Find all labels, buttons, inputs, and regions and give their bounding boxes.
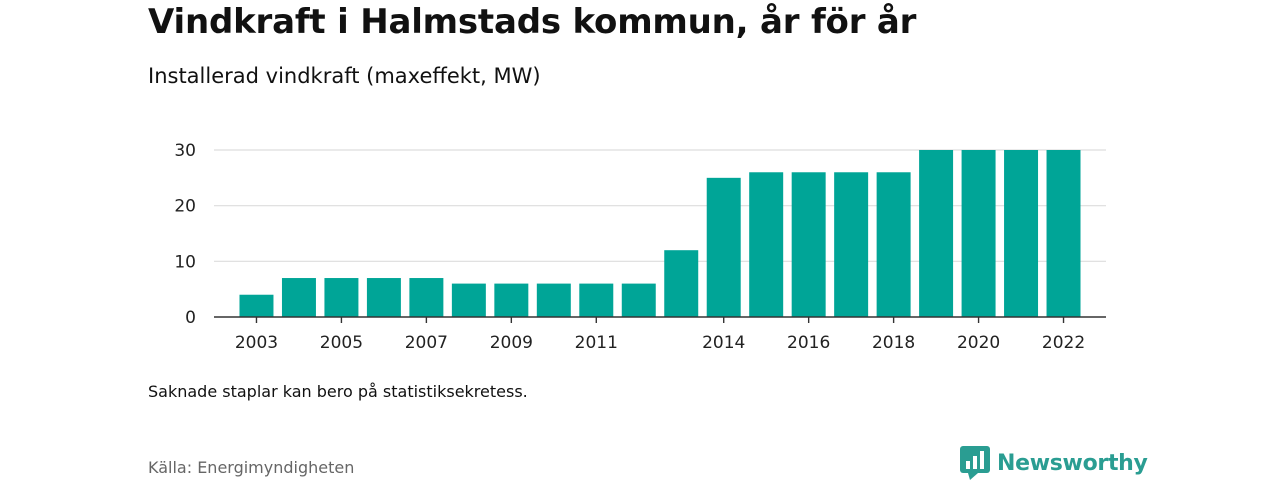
bar-2009	[494, 283, 529, 317]
y-tick-label: 20	[174, 197, 196, 217]
bar-2010	[536, 283, 571, 317]
bar-2006	[366, 278, 401, 317]
x-tick-label: 2016	[787, 333, 830, 353]
footnote: Saknade staplar kan bero på statistiksek…	[148, 382, 528, 401]
bar-2017	[834, 172, 869, 317]
x-tick-label: 2014	[702, 333, 745, 353]
bar-2020	[961, 150, 996, 317]
bar-2018	[876, 172, 911, 317]
y-tick-label: 0	[185, 308, 196, 328]
bar-2013	[664, 250, 699, 317]
bars	[239, 150, 1081, 317]
bar-2012	[621, 283, 656, 317]
y-tick-label: 30	[174, 141, 196, 161]
chart-title: Vindkraft i Halmstads kommun, år för år	[148, 2, 917, 42]
bar-2005	[324, 278, 359, 317]
chart-subtitle: Installerad vindkraft (maxeffekt, MW)	[148, 64, 541, 88]
y-tick-label: 10	[174, 252, 196, 272]
source-label: Källa: Energimyndigheten	[148, 458, 355, 477]
x-tick-label: 2020	[957, 333, 1000, 353]
axes: 0 10 20 30 2003 2005 2007 2009 2011 2014 2016 2018 2…	[174, 141, 1106, 353]
bar-2004	[281, 278, 316, 317]
bar-2016	[791, 172, 826, 317]
brand-logo: Newsworthy	[960, 446, 1148, 480]
gridlines	[214, 149, 1106, 262]
x-tick-label: 2007	[405, 333, 448, 353]
bar-2015	[749, 172, 784, 317]
x-tick-label: 2005	[320, 333, 363, 353]
bar-2014	[706, 177, 741, 317]
bar-2019	[919, 150, 954, 317]
bar-2011	[579, 283, 614, 317]
x-tick-label: 2003	[235, 333, 278, 353]
bar-2003	[239, 294, 274, 317]
brand-name: Newsworthy	[997, 450, 1148, 476]
bar-2022	[1046, 150, 1081, 317]
newsworthy-chart-logo-icon	[960, 446, 990, 480]
x-tick-label: 2018	[872, 333, 915, 353]
x-tick-label: 2022	[1042, 333, 1085, 353]
x-tick-label: 2011	[575, 333, 618, 353]
bar-2021	[1004, 150, 1039, 317]
bar-2008	[451, 283, 486, 317]
bar-2007	[409, 278, 444, 317]
x-tick-label: 2009	[490, 333, 533, 353]
